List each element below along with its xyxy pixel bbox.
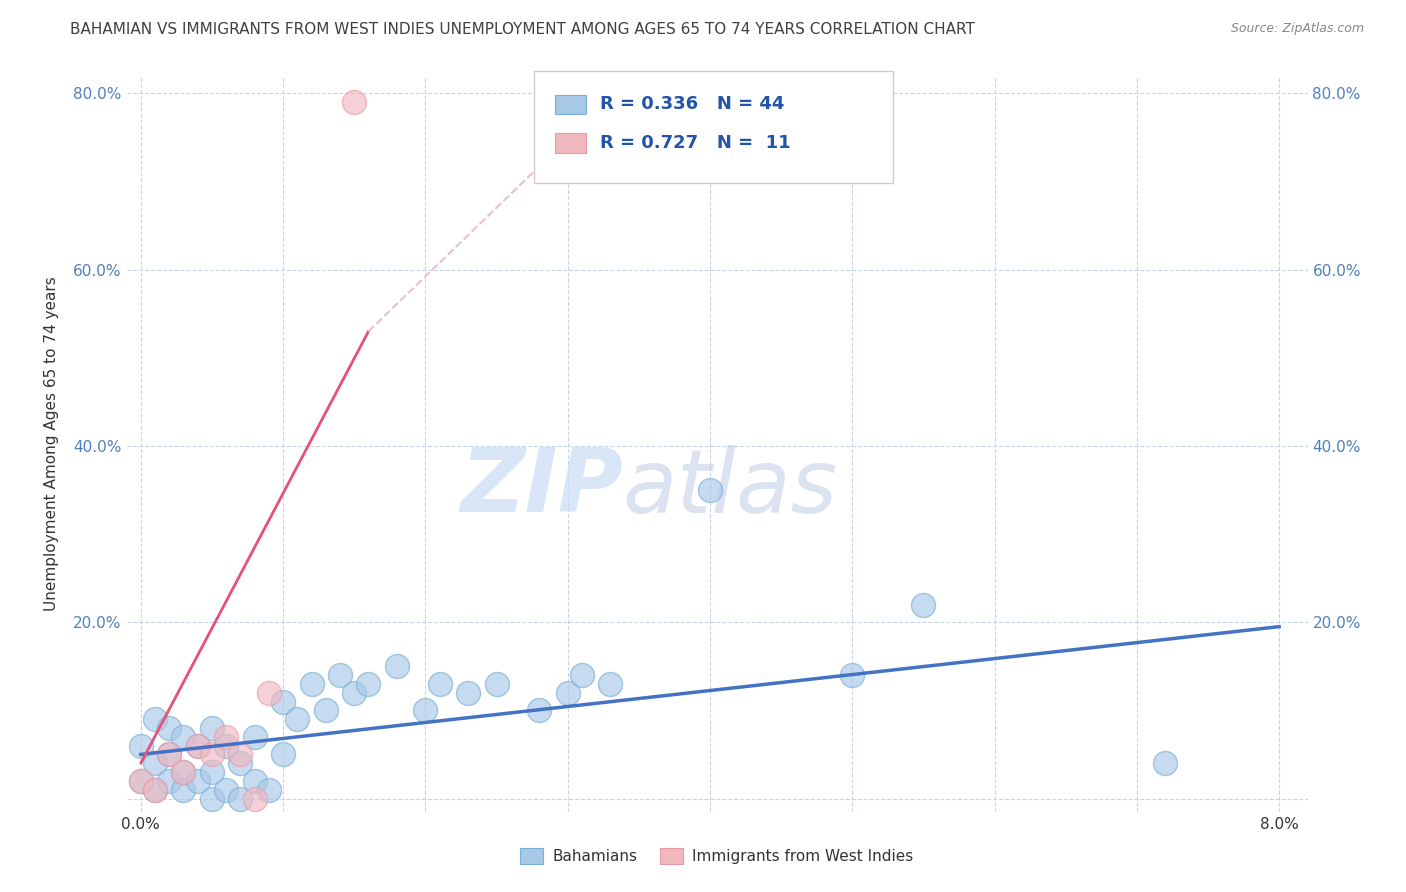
Point [143,782,166,797]
Text: BAHAMIAN VS IMMIGRANTS FROM WEST INDIES UNEMPLOYMENT AMONG AGES 65 TO 74 YEARS C: BAHAMIAN VS IMMIGRANTS FROM WEST INDIES … [70,22,976,37]
Point [271,694,294,708]
Point [429,677,451,691]
Point [343,95,366,110]
Point [571,668,593,682]
Point [187,773,209,788]
Point [841,668,863,682]
Point [172,765,194,780]
Point [129,739,152,753]
Legend: Bahamians, Immigrants from West Indies: Bahamians, Immigrants from West Indies [515,842,920,871]
Point [357,677,380,691]
Text: Source: ZipAtlas.com: Source: ZipAtlas.com [1230,22,1364,36]
Point [699,483,721,497]
Text: ZIP: ZIP [460,444,623,532]
Point [229,747,252,762]
Point [243,791,266,805]
Point [257,686,280,700]
Point [271,747,294,762]
Point [157,747,180,762]
Text: atlas: atlas [623,445,838,531]
Point [315,703,337,717]
Point [187,739,209,753]
Point [129,773,152,788]
Point [912,598,935,612]
Point [143,756,166,771]
Text: R = 0.336   N = 44: R = 0.336 N = 44 [600,95,785,113]
Point [143,712,166,726]
Point [157,721,180,735]
Point [129,773,152,788]
Point [1154,756,1177,771]
Point [527,703,550,717]
Point [243,730,266,744]
Point [215,730,238,744]
Point [215,782,238,797]
Point [229,756,252,771]
Point [143,782,166,797]
Point [599,677,621,691]
Point [172,782,194,797]
Point [172,765,194,780]
Point [385,659,408,673]
Point [243,773,266,788]
Point [157,747,180,762]
Point [201,791,224,805]
Y-axis label: Unemployment Among Ages 65 to 74 years: Unemployment Among Ages 65 to 74 years [45,277,59,611]
Point [201,721,224,735]
Point [343,686,366,700]
Text: R = 0.727   N =  11: R = 0.727 N = 11 [600,134,792,152]
Point [329,668,352,682]
Point [201,747,224,762]
Point [285,712,308,726]
Point [215,739,238,753]
Point [301,677,323,691]
Point [485,677,508,691]
Point [229,791,252,805]
Point [557,686,579,700]
Point [415,703,437,717]
Point [257,782,280,797]
Point [157,773,180,788]
Point [201,765,224,780]
Point [172,730,194,744]
Point [187,739,209,753]
Point [457,686,479,700]
